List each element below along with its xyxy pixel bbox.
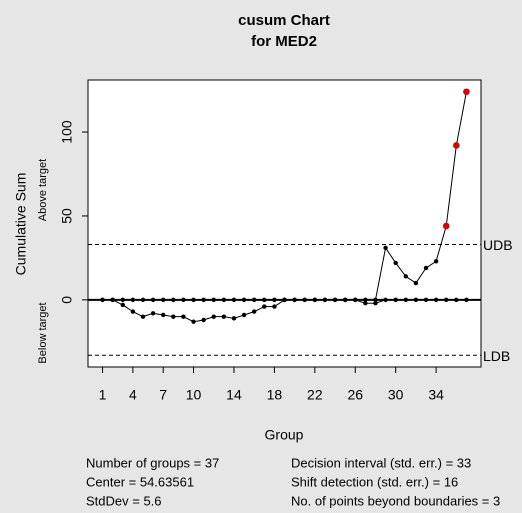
cusum-point (302, 297, 307, 303)
cusum-point (161, 312, 166, 318)
y-tick-label: 100 (59, 120, 75, 144)
cusum-point (322, 297, 328, 303)
cusum-point (262, 297, 267, 303)
cusum-point (393, 260, 398, 266)
cusum-point (130, 297, 136, 303)
cusum-point (282, 297, 287, 303)
stat-text: Shift detection (std. err.) = 16 (291, 474, 458, 489)
x-tick-label: 10 (186, 387, 202, 403)
cusum-point (363, 301, 368, 306)
cusum-point (171, 297, 176, 303)
cusum-point (221, 297, 227, 303)
cusum-point (120, 297, 125, 303)
cusum-point (130, 309, 136, 314)
cusum-point (463, 88, 470, 96)
cusum-point (140, 297, 146, 303)
cusum-point (140, 314, 146, 319)
cusum-point (433, 259, 439, 264)
cusum-point (110, 297, 115, 303)
cusum-point (241, 297, 247, 303)
cusum-point (181, 297, 186, 303)
cusum-point (231, 297, 237, 303)
x-tick-label: 34 (428, 387, 444, 403)
cusum-point (191, 319, 196, 324)
cusum-point (211, 297, 216, 303)
cusum-point (262, 304, 267, 309)
x-tick-label: 18 (267, 387, 283, 403)
cusum-point (423, 297, 429, 303)
y-tick-label: 0 (59, 296, 75, 304)
cusum-point (383, 297, 388, 303)
stat-text: Center = 54.63561 (86, 474, 194, 489)
x-tick-label: 7 (159, 387, 167, 403)
chart-subtitle: for MED2 (251, 33, 317, 50)
cusum-point (251, 309, 257, 314)
chart-title: cusum Chart (238, 12, 330, 29)
cusum-point (201, 317, 206, 323)
cusum-point (363, 297, 368, 303)
y-tick-label: 50 (59, 208, 75, 224)
cusum-point (332, 297, 338, 303)
stat-text: StdDev = 5.6 (86, 493, 162, 508)
cusum-point (442, 222, 450, 230)
x-tick-label: 1 (99, 387, 107, 403)
cusum-point (403, 274, 408, 279)
plot-area (87, 79, 482, 368)
cusum-point (150, 311, 156, 316)
cusum-point (312, 297, 318, 303)
cusum-point (444, 297, 449, 303)
cusum-point (383, 245, 388, 251)
cusum-point (292, 297, 297, 303)
cusum-point (464, 297, 469, 303)
cusum-point (100, 297, 105, 303)
x-tick-label: 30 (388, 387, 404, 403)
cusum-point (191, 297, 196, 303)
cusum-point (211, 314, 216, 319)
cusum-point (221, 314, 227, 319)
cusum-point (454, 297, 459, 303)
x-tick-label: 14 (226, 387, 242, 403)
cusum-point (272, 297, 277, 303)
cusum-point (272, 304, 277, 309)
cusum-point (403, 297, 408, 303)
stat-text: Number of groups = 37 (86, 455, 219, 470)
boundary-label: LDB (483, 348, 510, 364)
cusum-point (413, 280, 419, 286)
cusum-point (342, 297, 348, 303)
cusum-point (423, 265, 429, 271)
y-axis-label: Cumulative Sum (13, 173, 29, 276)
below-label: Below target (37, 302, 49, 363)
cusum-point (241, 312, 247, 318)
cusum-point (413, 297, 419, 303)
x-tick-label: 22 (307, 387, 323, 403)
cusum-point (201, 297, 206, 303)
x-axis-label: Group (265, 427, 304, 443)
cusum-point (150, 297, 156, 303)
cusum-point (251, 297, 257, 303)
above-label: Above target (37, 159, 49, 221)
cusum-point (161, 297, 166, 303)
cusum-point (120, 302, 125, 308)
cusum-point (433, 297, 439, 303)
cusum-point (373, 297, 378, 303)
cusum-point (353, 297, 358, 303)
cusum-point (373, 301, 378, 306)
boundary-label: UDB (483, 237, 513, 253)
stat-text: Decision interval (std. err.) = 33 (291, 455, 471, 470)
x-tick-label: 26 (347, 387, 363, 403)
x-tick-label: 4 (129, 387, 137, 403)
cusum-point (181, 314, 186, 319)
cusum-point (453, 142, 460, 149)
cusum-point (171, 314, 176, 319)
cusum-point (393, 297, 398, 303)
stat-text: No. of points beyond boundaries = 3 (291, 493, 500, 508)
cusum-point (231, 316, 237, 321)
